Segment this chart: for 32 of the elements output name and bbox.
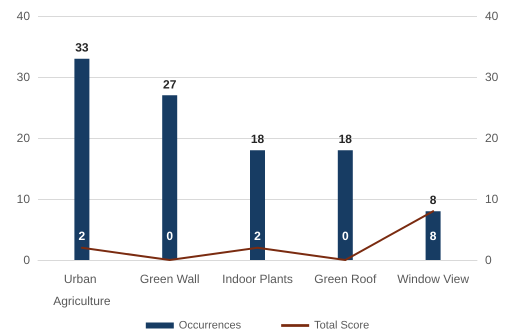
bar xyxy=(338,150,353,260)
y2-tick-label: 10 xyxy=(485,192,499,206)
x-tick-label: Urban Agriculture xyxy=(53,272,111,308)
data-label: 0 xyxy=(342,229,349,243)
data-label: 18 xyxy=(250,132,264,146)
data-label: 2 xyxy=(254,229,262,243)
y-tick-label: 0 xyxy=(23,253,30,267)
y-tick-label: 20 xyxy=(16,131,30,145)
data-label: 33 xyxy=(75,40,89,55)
data-label: 27 xyxy=(163,77,177,92)
bar xyxy=(250,150,265,260)
data-label: 8 xyxy=(430,193,437,208)
bar xyxy=(162,95,178,260)
x-tick-label: Indoor Plants xyxy=(222,272,293,286)
x-tick-label: Window View xyxy=(397,272,470,286)
data-label: 2 xyxy=(78,229,86,243)
y-tick-label: 10 xyxy=(16,192,30,206)
y2-tick-label: 20 xyxy=(485,131,499,145)
bar xyxy=(426,211,441,260)
data-label: 8 xyxy=(430,229,437,243)
legend-label: Occurrences xyxy=(178,320,242,332)
data-label: 0 xyxy=(166,229,174,243)
y-tick-label: 40 xyxy=(16,9,30,23)
x-tick-label: Green Wall xyxy=(140,272,200,286)
y-tick-label: 30 xyxy=(16,70,30,84)
data-label: 18 xyxy=(338,132,352,146)
bar xyxy=(74,58,90,260)
x-tick-label: Green Roof xyxy=(314,272,377,286)
y2-tick-label: 30 xyxy=(485,70,499,84)
y2-tick-label: 0 xyxy=(485,253,492,267)
y2-tick-label: 40 xyxy=(485,9,499,23)
legend-label: Total Score xyxy=(314,320,370,332)
